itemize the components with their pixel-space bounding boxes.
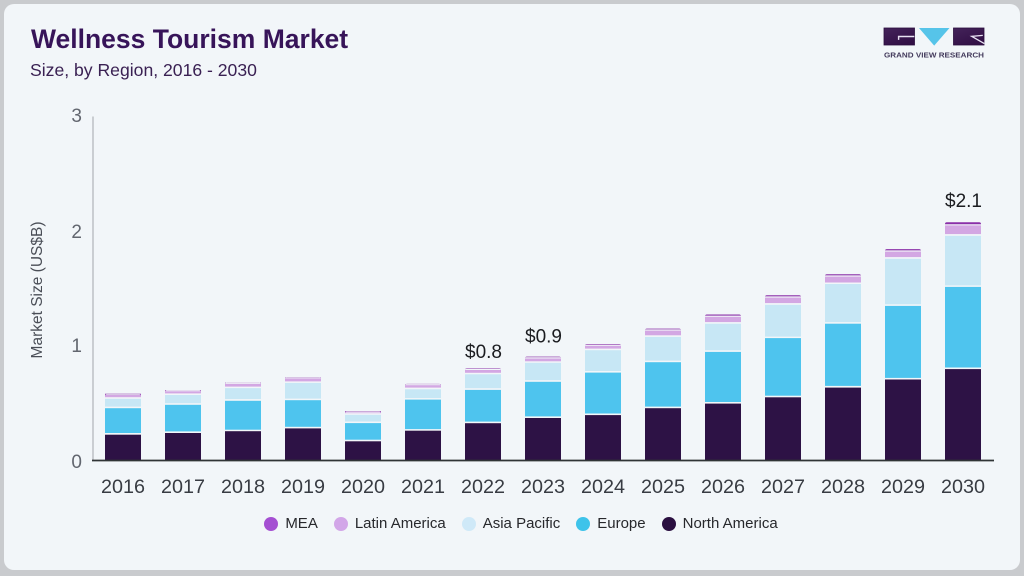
svg-text:2030: 2030: [941, 476, 985, 498]
svg-text:2029: 2029: [881, 476, 925, 498]
svg-text:2017: 2017: [161, 476, 205, 498]
svg-text:$0.8: $0.8: [465, 342, 502, 363]
svg-text:2016: 2016: [101, 476, 145, 498]
svg-text:3: 3: [71, 106, 82, 127]
svg-text:2019: 2019: [281, 476, 325, 498]
svg-text:2024: 2024: [581, 476, 625, 498]
svg-text:2018: 2018: [221, 476, 265, 498]
svg-text:2: 2: [71, 222, 82, 243]
svg-text:2021: 2021: [401, 476, 445, 498]
svg-text:2027: 2027: [761, 476, 805, 498]
svg-text:0: 0: [71, 452, 82, 473]
svg-text:2028: 2028: [821, 476, 865, 498]
svg-text:1: 1: [71, 336, 82, 357]
svg-text:GRAND VIEW RESEARCH: GRAND VIEW RESEARCH: [884, 50, 984, 59]
svg-text:$0.9: $0.9: [525, 327, 562, 348]
svg-text:2020: 2020: [341, 476, 385, 498]
svg-text:2025: 2025: [641, 476, 685, 498]
svg-text:2022: 2022: [461, 476, 505, 498]
svg-text:Market Size (US$B): Market Size (US$B): [29, 222, 46, 359]
svg-text:$2.1: $2.1: [945, 191, 982, 212]
svg-text:2023: 2023: [521, 476, 565, 498]
svg-text:2026: 2026: [701, 476, 745, 498]
